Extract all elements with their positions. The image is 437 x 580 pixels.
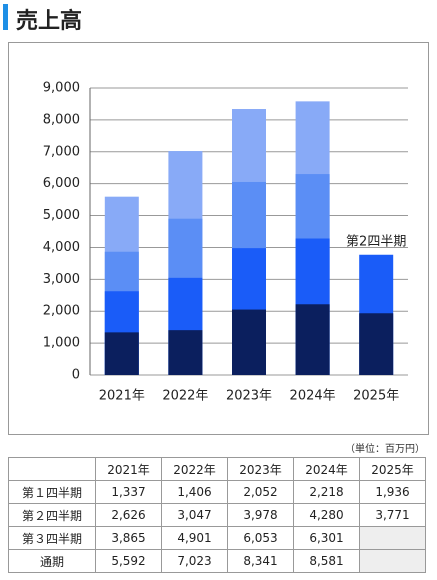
x-tick-label: 2024年 [290,389,336,404]
table-cell: 3,047 [161,503,228,527]
annotation: 第2四半期 [346,235,406,250]
y-tick-label: 7,000 [43,144,80,159]
table-cell: 2021年 [95,457,162,481]
table-cell: 3,771 [359,503,426,527]
table-cell: 3,865 [95,526,162,550]
table-row: 2021年 2022年 2023年 2024年 2025年 [8,457,426,481]
table-cell: 2025年 [359,457,426,481]
table-cell: 3,978 [227,503,294,527]
y-tick-label: 4,000 [43,240,80,255]
chart: 0 1,000 2,000 3,000 4,000 5,000 6,000 7,000 8,00… [8,42,429,435]
table-cell: 2,626 [95,503,162,527]
y-tick-label: 9,000 [43,81,80,96]
table-cell: 4,280 [293,503,360,527]
table-cell: 1,337 [95,480,162,504]
table-cell: 8,341 [227,549,294,573]
y-tick-label: 8,000 [43,112,80,127]
table-cell: 1,406 [161,480,228,504]
x-tick-label: 2025年 [353,389,399,404]
unit-label: （単位：百万円） [345,444,425,455]
table-row: 第１四半期 1,337 1,406 2,052 2,218 1,936 [8,480,426,504]
table-cell: 第１四半期 [8,480,96,504]
table-cell: 2022年 [161,457,228,481]
table-cell: 2023年 [227,457,294,481]
table-cell: 2,052 [227,480,294,504]
bar [359,313,394,375]
x-tick-label: 2021年 [99,389,145,404]
table-cell: 6,053 [227,526,294,550]
table-cell: 6,301 [293,526,360,550]
y-tick-label: 6,000 [43,176,80,191]
table-row: 通期 5,592 7,023 8,341 8,581 [8,549,426,573]
table-cell: 7,023 [161,549,228,573]
table-row: 第２四半期 2,626 3,047 3,978 4,280 3,771 [8,503,426,527]
y-tick-label: 5,000 [43,208,80,223]
y-tick-label: 3,000 [43,272,80,287]
title: 売上高 [16,9,83,34]
y-tick-label: 2,000 [43,304,80,319]
table-cell: 5,592 [95,549,162,573]
y-tick-label: 0 [72,368,80,383]
x-tick-label: 2023年 [226,389,272,404]
table-cell: 2024年 [293,457,360,481]
table-cell [359,526,426,550]
bar [168,330,203,375]
data-table: 2021年 2022年 2023年 2024年 2025年 第１四半期 1,337 1,406… [8,457,426,573]
table-cell: 2,218 [293,480,360,504]
table-cell [8,457,96,481]
title-accent [3,4,8,30]
table-row: 第３四半期 3,865 4,901 6,053 6,301 [8,526,426,550]
bar [232,309,266,375]
table-cell: 8,581 [293,549,360,573]
y-tick-label: 1,000 [43,336,80,351]
table-cell: 第２四半期 [8,503,96,527]
bar [104,332,139,375]
table-cell: 第３四半期 [8,526,96,550]
table-cell: 4,901 [161,526,228,550]
x-tick-label: 2022年 [162,389,208,404]
table-cell: 通期 [8,549,96,573]
table-cell [359,549,426,573]
chart-frame [8,42,429,435]
bar [295,304,330,375]
table-cell: 1,936 [359,480,426,504]
